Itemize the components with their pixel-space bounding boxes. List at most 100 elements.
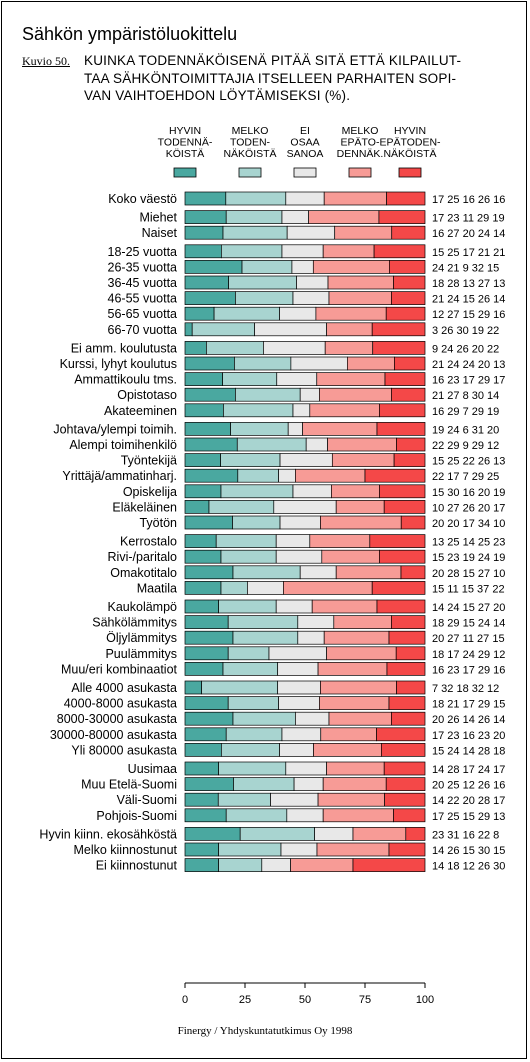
bar-segment: [391, 387, 426, 402]
bar-segment: [291, 260, 314, 274]
bar-segment: [315, 306, 387, 321]
bar-segment: [275, 534, 311, 548]
bar-segment: [391, 615, 426, 629]
bar-segment: [314, 827, 354, 841]
bar-row: Uusimaa 14 28 17 24 17: [128, 761, 505, 776]
bar-segment: [286, 225, 336, 240]
legend-label: MELKO: [232, 125, 269, 137]
bar-segment: [383, 500, 426, 514]
bar-row: Miehet 17 23 11 29 19: [139, 210, 505, 225]
bar-segment: [384, 792, 426, 807]
legend-label: HYVIN: [169, 125, 201, 137]
bar-segment: [388, 696, 426, 710]
row-values: 15 30 16 20 19: [432, 487, 505, 499]
bar-segment: [278, 696, 320, 710]
bar-segment: [324, 341, 374, 355]
bar-segment: [400, 515, 426, 530]
bar-row: Rivi-/paritalo 15 23 19 24 19: [108, 549, 505, 564]
bar-row: Kaukolämpö 14 24 15 27 20: [108, 599, 505, 614]
bar-segment: [191, 322, 255, 337]
bar-segment: [287, 422, 303, 436]
row-values: 18 17 24 29 12: [432, 649, 505, 661]
row-label: Pohjois-Suomi: [96, 809, 177, 823]
row-values: 16 23 17 29 17: [432, 375, 505, 387]
bar-segment: [364, 468, 426, 483]
bar-segment: [309, 534, 371, 548]
row-label: Kurssi, lyhyt koulutus: [60, 357, 177, 371]
bar-row: Omakotitalo 20 28 15 27 10: [110, 565, 505, 580]
row-values: 18 21 17 29 15: [432, 699, 505, 711]
bar-segment: [184, 534, 217, 548]
bar-segment: [317, 662, 388, 676]
bar-segment: [184, 662, 224, 676]
row-values: 15 24 14 28 18: [432, 745, 505, 757]
row-label: Eläkeläinen: [112, 500, 177, 514]
bar-segment: [393, 275, 426, 290]
row-values: 3 26 30 19 22: [432, 325, 499, 337]
row-label: 26-35 vuotta: [108, 260, 178, 274]
legend-swatch: [398, 167, 422, 178]
bar-segment: [352, 827, 407, 841]
bar-row: Yli 80000 asukasta 15 24 14 28 18: [71, 743, 505, 757]
row-label: Rivi-/paritalo: [108, 550, 178, 564]
row-values: 19 24 6 31 20: [432, 424, 499, 436]
row-values: 7 32 18 32 12: [432, 683, 499, 695]
row-label: Muu/eri kombinaatiot: [61, 662, 178, 676]
bar-segment: [280, 842, 318, 857]
bar-segment: [381, 743, 426, 757]
row-values: 17 23 11 29 19: [432, 213, 505, 225]
bar-segment: [184, 743, 222, 757]
bar-row: Koko väestö 17 25 16 26 16: [108, 191, 505, 206]
bar-segment: [184, 322, 193, 337]
bar-row: Alempi toimihenkilö 22 29 9 29 12: [69, 437, 499, 452]
bar-segment: [292, 484, 332, 499]
bar-row: Ammattikoulu tms. 16 23 17 29 17: [74, 372, 505, 387]
bar-segment: [279, 515, 321, 530]
bar-segment: [373, 244, 426, 259]
row-values: 16 27 20 24 14: [432, 228, 505, 240]
bar-segment: [275, 549, 323, 564]
row-values: 15 25 22 26 13: [432, 456, 505, 468]
bar-segment: [217, 792, 271, 807]
legend-label: TODENNÄ-: [158, 137, 213, 149]
bar-segment: [223, 403, 294, 418]
bar-segment: [385, 306, 426, 321]
bar-segment: [302, 422, 378, 436]
legend-label: OSAA: [290, 137, 319, 149]
bar-row: Opistotaso 21 27 8 30 14: [117, 387, 499, 402]
bar-segment: [218, 842, 282, 857]
row-values: 22 29 9 29 12: [432, 440, 499, 452]
row-values: 15 23 19 24 19: [432, 552, 505, 564]
row-label: Yli 80000 asukasta: [71, 743, 177, 757]
bar-segment: [184, 453, 221, 467]
bar-row: 30000-80000 asukasta 17 23 16 23 20: [50, 727, 505, 742]
bar-segment: [379, 549, 426, 564]
bar-segment: [221, 244, 283, 259]
bar-segment: [184, 291, 236, 305]
row-values: 21 24 24 20 13: [432, 359, 505, 371]
bar-segment: [184, 387, 236, 402]
bar-segment: [379, 403, 426, 418]
row-label: Ei kiinnostunut: [96, 859, 178, 873]
row-values: 15 11 15 37 22: [432, 583, 505, 595]
bar-segment: [316, 372, 386, 386]
bar-segment: [273, 500, 337, 514]
bar-row: Eläkeläinen 10 27 26 20 17: [112, 500, 505, 514]
row-values: 9 24 26 20 22: [432, 343, 499, 355]
bar-row: Kerrostalo 13 25 14 25 23: [120, 534, 505, 549]
bar-row: 66-70 vuotta 3 26 30 19 22: [108, 322, 499, 337]
bar-segment: [293, 777, 324, 791]
row-label: Alempi toimihenkilö: [69, 438, 177, 452]
bar-segment: [283, 581, 373, 595]
bar-segment: [235, 387, 301, 402]
bar-row: Alle 4000 asukasta 7 32 18 32 12: [71, 680, 499, 695]
bar-segment: [383, 761, 426, 776]
bar-segment: [334, 225, 393, 240]
bar-segment: [299, 387, 320, 402]
bar-segment: [296, 275, 329, 290]
row-label: 66-70 vuotta: [108, 323, 178, 337]
row-values: 14 22 20 28 17: [432, 795, 505, 807]
row-values: 14 18 12 26 30: [432, 861, 505, 873]
bar-segment: [227, 615, 299, 629]
bar-segment: [376, 727, 426, 742]
